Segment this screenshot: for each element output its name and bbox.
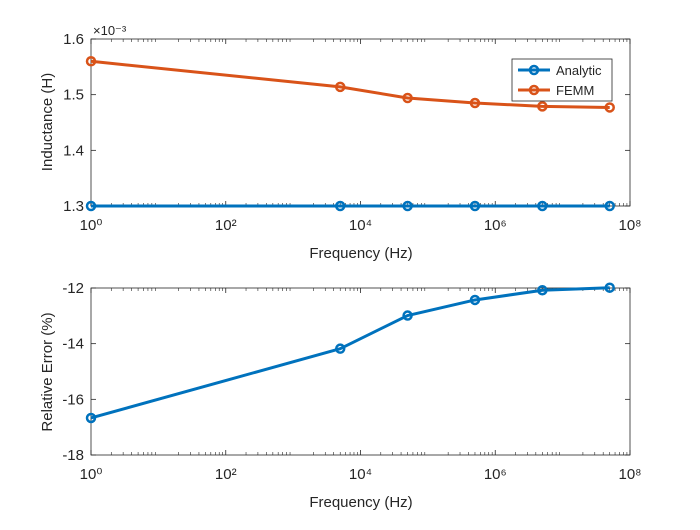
relative-error-data-point (604, 282, 615, 293)
inductance-data-point (85, 56, 97, 67)
relative-error-data-point (469, 294, 481, 306)
relative-error-x-axis-label: Frequency (Hz) (309, 494, 412, 511)
inductance-data-point (402, 200, 413, 212)
inductance-y-tick-label: 1.5 (63, 87, 84, 104)
inductance-data-point (537, 101, 548, 112)
inductance-x-tick-label: 10⁰ (80, 217, 103, 234)
relative-error-y-tick-label: -16 (62, 391, 84, 408)
relative-error-x-tick-label: 10² (215, 466, 237, 483)
relative-error-x-tick-label: 10⁴ (349, 466, 372, 483)
legend-femm-label: FEMM (556, 83, 594, 98)
inductance-y-exponent-label: ×10⁻³ (93, 23, 127, 38)
relative-error-plot-area (90, 287, 631, 456)
relative-error-data-point (85, 412, 97, 424)
inductance-data-point (334, 81, 346, 93)
inductance-data-point (604, 102, 615, 113)
inductance-x-tick-label: 10⁴ (349, 217, 372, 234)
inductance-data-point (334, 200, 346, 212)
inductance-data-point (469, 200, 481, 212)
inductance-x-tick-label: 10² (215, 217, 237, 234)
relative-error-y-axis-label: Relative Error (%) (39, 312, 56, 431)
inductance-data-point (604, 200, 615, 212)
inductance-data-point (469, 97, 481, 109)
relative-error-x-tick-label: 10⁸ (618, 466, 641, 483)
legend: Analytic FEMM (511, 58, 613, 102)
inductance-x-axis-label: Frequency (Hz) (309, 245, 412, 262)
relative-error-data-point (334, 343, 346, 354)
relative-error-y-tick-label: -12 (62, 280, 84, 297)
relative-error-y-tick-label: -18 (62, 447, 84, 464)
legend-femm-marker (528, 84, 540, 96)
relative-error-series-line (90, 286, 610, 420)
relative-error-ticks: 10⁰ 10² 10⁴ 10⁶ 10⁸ -18 -16 -14 -12 (62, 280, 641, 483)
inductance-y-axis-label: Inductance (H) (39, 73, 56, 171)
relative-error-y-tick-label: -14 (62, 336, 84, 353)
relative-error-x-tick-label: 10⁶ (484, 466, 507, 483)
inductance-chart: Frequency (Hz) Inductance (H) ×10⁻³ 10⁰ 1… (39, 23, 642, 262)
inductance-x-tick-label: 10⁸ (618, 217, 641, 234)
inductance-ticks: 10⁰ 10² 10⁴ 10⁶ 10⁸ 1.3 1.4 1.5 1.6 (63, 31, 641, 234)
legend-box (511, 58, 613, 102)
inductance-series-line (90, 59, 610, 109)
inductance-data-point (85, 200, 97, 212)
legend-analytic-label: Analytic (556, 63, 602, 78)
relative-error-data-point (402, 310, 413, 321)
relative-error-series (85, 282, 615, 424)
relative-error-chart: Frequency (Hz) Relative Error (%) 10⁰ 10²… (39, 280, 642, 511)
relative-error-data-point (537, 284, 548, 296)
relative-error-x-tick-label: 10⁰ (80, 466, 103, 483)
legend-analytic-marker (528, 64, 540, 76)
inductance-y-tick-label: 1.3 (63, 198, 84, 215)
inductance-y-tick-label: 1.4 (63, 142, 84, 159)
inductance-series (85, 56, 615, 212)
inductance-x-tick-label: 10⁶ (484, 217, 507, 234)
inductance-data-point (402, 92, 413, 104)
inductance-data-point (537, 200, 548, 212)
inductance-y-tick-label: 1.6 (63, 31, 84, 48)
